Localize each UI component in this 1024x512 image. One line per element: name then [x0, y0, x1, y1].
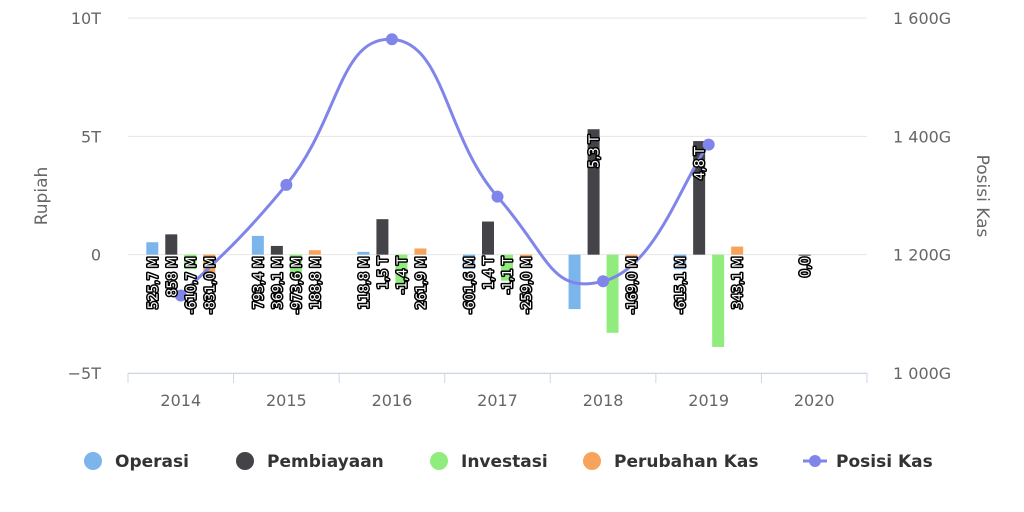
bar[interactable]: [184, 254, 197, 270]
x-tick-label: 2020: [794, 391, 835, 410]
data-label: -615,1 M: [674, 257, 689, 314]
bar[interactable]: [693, 141, 706, 255]
line-point[interactable]: [174, 289, 187, 302]
bar[interactable]: [606, 254, 619, 333]
data-label: -169,0 M: [626, 257, 641, 314]
line-point[interactable]: [597, 275, 610, 288]
bar[interactable]: [587, 129, 600, 255]
legend-marker-icon: [84, 452, 102, 470]
x-tick-label: 2017: [477, 391, 518, 410]
bar[interactable]: [165, 234, 178, 255]
y-right-tick-label: 1 200G: [893, 246, 951, 265]
x-tick-label: 2018: [583, 391, 624, 410]
legend-item[interactable]: Perubahan Kas: [583, 452, 758, 472]
bar[interactable]: [395, 254, 408, 288]
x-axis: 2014 2015 2016 2017 2018 2019 2020: [127, 373, 868, 410]
legend-label: Operasi: [115, 452, 189, 472]
y-right-tick-label: 1 600G: [893, 9, 951, 28]
legend-label: Posisi Kas: [836, 452, 933, 472]
bar[interactable]: [625, 254, 638, 259]
bar[interactable]: [463, 254, 475, 269]
bar[interactable]: [414, 248, 427, 255]
data-label: -973,6 M: [290, 257, 305, 314]
data-label: -610,7 M: [184, 257, 199, 314]
y-axis-right-title: Posisi Kas: [972, 155, 992, 238]
x-tick-label: 2019: [688, 391, 729, 410]
legend-item[interactable]: Posisi Kas: [803, 452, 933, 472]
line-point[interactable]: [702, 138, 715, 151]
data-label: -601,6 M: [463, 257, 478, 314]
bar[interactable]: [712, 254, 725, 347]
data-label: -259,0 M: [520, 257, 535, 314]
legend-item[interactable]: Pembiayaan: [236, 452, 384, 472]
bar[interactable]: [501, 254, 513, 281]
y-left-tick-label: 5T: [81, 127, 101, 146]
x-tick-label: 2015: [266, 391, 307, 410]
y-left-tick-label: −5T: [68, 364, 102, 383]
data-label: 343,1 M: [731, 257, 746, 310]
data-label: 369,1 M: [271, 257, 286, 310]
y-axis-left-title: Rupiah: [32, 167, 52, 226]
x-tick-label: 2014: [160, 391, 201, 410]
bar[interactable]: [674, 254, 687, 270]
data-label: 0,0: [799, 257, 814, 278]
legend-marker-icon: [236, 452, 254, 470]
line-point[interactable]: [385, 33, 398, 46]
legend[interactable]: Operasi Pembiayaan Investasi Perubahan Kas P…: [84, 452, 933, 472]
bar[interactable]: [289, 254, 302, 278]
legend-marker-icon: [809, 455, 821, 467]
bar[interactable]: [357, 251, 370, 255]
line-series: [174, 33, 715, 302]
bar[interactable]: [482, 221, 494, 255]
bar[interactable]: [520, 254, 532, 261]
legend-item[interactable]: Investasi: [430, 452, 548, 472]
data-label: -1,4 T: [395, 257, 410, 294]
data-label: 261,9 M: [414, 257, 429, 310]
x-tick-label: 2016: [372, 391, 413, 410]
data-label: 858 M: [165, 257, 180, 297]
data-label: 1,4 T: [482, 257, 497, 290]
legend-item[interactable]: Operasi: [84, 452, 189, 472]
bar[interactable]: [146, 242, 159, 255]
data-label: 793,4 M: [252, 257, 267, 310]
data-label: 4,8 T: [693, 147, 708, 180]
data-label: -831,0 M: [203, 257, 218, 314]
y-left-tick-label: 10T: [71, 9, 101, 28]
posisi-kas-line[interactable]: [179, 37, 710, 297]
legend-label: Pembiayaan: [267, 452, 384, 472]
legend-marker-icon: [583, 452, 601, 470]
line-point[interactable]: [280, 178, 293, 191]
data-label: 118,8 M: [357, 257, 372, 310]
line-point[interactable]: [491, 190, 504, 203]
data-labels: 525,7 M 793,4 M 118,8 M -601,6 M -615,1 M 858…: [145, 134, 815, 316]
y-left-tick-label: 0: [91, 246, 101, 265]
bar-series: [146, 129, 811, 347]
bar[interactable]: [798, 254, 811, 256]
data-label: 1,5 T: [376, 257, 391, 290]
legend-marker-icon: [430, 452, 448, 470]
bar[interactable]: [251, 235, 264, 255]
y-right-tick-label: 1 400G: [893, 127, 951, 146]
y-axis-left: 10T 5T 0 −5T: [68, 9, 102, 383]
data-label: 188,8 M: [309, 257, 324, 310]
bar[interactable]: [731, 246, 744, 255]
data-label: -1,1 T: [501, 257, 516, 294]
bar[interactable]: [308, 250, 321, 255]
bar[interactable]: [270, 245, 283, 255]
bar[interactable]: [376, 219, 389, 255]
legend-label: Investasi: [461, 452, 548, 472]
data-label: 5,3 T: [588, 135, 603, 168]
legend-label: Perubahan Kas: [614, 452, 758, 472]
y-right-tick-label: 1 000G: [893, 364, 951, 383]
y-axis-right: 1 600G 1 400G 1 200G 1 000G: [893, 9, 951, 383]
data-label: 525,7 M: [146, 257, 161, 310]
